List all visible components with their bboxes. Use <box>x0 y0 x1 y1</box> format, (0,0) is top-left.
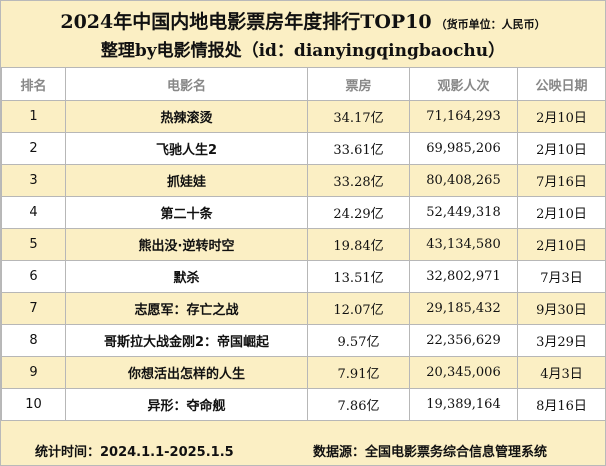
movie-title-cell: 志愿军：存亡之战 <box>65 292 308 325</box>
admissions-cell: 19,389,164 <box>409 388 518 421</box>
release-date-cell: 7月3日 <box>517 260 606 293</box>
table-row: 7 志愿军：存亡之战 12.07亿 29,185,432 9月30日 <box>1 292 606 325</box>
box-office-cell: 34.17亿 <box>307 100 410 133</box>
page-subtitle: 整理by电影情报处（id：dianyingqingbaochu） <box>100 41 506 61</box>
box-office-table: 排名 电影名 票房 观影人次 公映日期 1 热辣滚烫 34.17亿 71,164… <box>1 67 606 421</box>
movie-title-cell: 抓娃娃 <box>65 164 308 197</box>
rank-cell: 5 <box>1 228 66 261</box>
release-date-cell: 3月29日 <box>517 324 606 357</box>
release-date-cell: 7月16日 <box>517 164 606 197</box>
box-office-cell: 12.07亿 <box>307 292 410 325</box>
rank-cell: 2 <box>1 132 66 165</box>
currency-unit-note: （货币单位：人民币） <box>435 18 546 31</box>
movie-title-cell: 第二十条 <box>65 196 308 229</box>
title-line: 2024年中国内地电影票房年度排行TOP10 （货币单位：人民币） <box>1 7 605 33</box>
movie-title-cell: 熊出没·逆转时空 <box>65 228 308 261</box>
admissions-cell: 71,164,293 <box>409 100 518 133</box>
rank-cell: 7 <box>1 292 66 325</box>
release-date-cell: 2月10日 <box>517 132 606 165</box>
movie-title-cell: 你想活出怎样的人生 <box>65 356 308 389</box>
table-row: 4 第二十条 24.29亿 52,449,318 2月10日 <box>1 196 606 229</box>
table-header-row: 排名 电影名 票房 观影人次 公映日期 <box>1 67 606 101</box>
column-header-rank: 排名 <box>1 67 66 101</box>
rank-cell: 3 <box>1 164 66 197</box>
admissions-cell: 22,356,629 <box>409 324 518 357</box>
admissions-cell: 32,802,971 <box>409 260 518 293</box>
table-row: 3 抓娃娃 33.28亿 80,408,265 7月16日 <box>1 164 606 197</box>
box-office-cell: 33.28亿 <box>307 164 410 197</box>
column-header-admissions: 观影人次 <box>409 67 518 101</box>
movie-title-cell: 飞驰人生2 <box>65 132 308 165</box>
column-header-box-office: 票房 <box>307 67 410 101</box>
box-office-cell: 33.61亿 <box>307 132 410 165</box>
box-office-cell: 24.29亿 <box>307 196 410 229</box>
release-date-cell: 2月10日 <box>517 100 606 133</box>
admissions-cell: 69,985,206 <box>409 132 518 165</box>
movie-title-cell: 哥斯拉大战金刚2：帝国崛起 <box>65 324 308 357</box>
admissions-cell: 43,134,580 <box>409 228 518 261</box>
release-date-cell: 2月10日 <box>517 228 606 261</box>
table-row: 2 飞驰人生2 33.61亿 69,985,206 2月10日 <box>1 132 606 165</box>
admissions-cell: 52,449,318 <box>409 196 518 229</box>
table-row: 5 熊出没·逆转时空 19.84亿 43,134,580 2月10日 <box>1 228 606 261</box>
admissions-cell: 20,345,006 <box>409 356 518 389</box>
sheet-footer: 统计时间：2024.1.1-2025.1.5 数据源：全国电影票务综合信息管理系… <box>1 433 605 465</box>
release-date-cell: 4月3日 <box>517 356 606 389</box>
box-office-cell: 9.57亿 <box>307 324 410 357</box>
page-title: 2024年中国内地电影票房年度排行TOP10 <box>60 11 432 33</box>
sheet-header: 2024年中国内地电影票房年度排行TOP10 （货币单位：人民币） 整理by电影情… <box>1 1 605 67</box>
rank-cell: 4 <box>1 196 66 229</box>
movie-title-cell: 异形：夺命舰 <box>65 388 308 421</box>
rank-cell: 10 <box>1 388 66 421</box>
statistics-period: 统计时间：2024.1.1-2025.1.5 <box>35 445 234 460</box>
box-office-cell: 7.86亿 <box>307 388 410 421</box>
column-header-title: 电影名 <box>65 67 308 101</box>
rank-cell: 9 <box>1 356 66 389</box>
table-row: 9 你想活出怎样的人生 7.91亿 20,345,006 4月3日 <box>1 356 606 389</box>
rank-cell: 6 <box>1 260 66 293</box>
admissions-cell: 80,408,265 <box>409 164 518 197</box>
box-office-cell: 13.51亿 <box>307 260 410 293</box>
release-date-cell: 2月10日 <box>517 196 606 229</box>
box-office-cell: 7.91亿 <box>307 356 410 389</box>
movie-title-cell: 默杀 <box>65 260 308 293</box>
data-source: 数据源：全国电影票务综合信息管理系统 <box>313 445 548 460</box>
rank-cell: 8 <box>1 324 66 357</box>
movie-title-cell: 热辣滚烫 <box>65 100 308 133</box>
table-row: 10 异形：夺命舰 7.86亿 19,389,164 8月16日 <box>1 388 606 421</box>
admissions-cell: 29,185,432 <box>409 292 518 325</box>
table-row: 6 默杀 13.51亿 32,802,971 7月3日 <box>1 260 606 293</box>
table-row: 1 热辣滚烫 34.17亿 71,164,293 2月10日 <box>1 100 606 133</box>
rank-cell: 1 <box>1 100 66 133</box>
box-office-cell: 19.84亿 <box>307 228 410 261</box>
release-date-cell: 8月16日 <box>517 388 606 421</box>
release-date-cell: 9月30日 <box>517 292 606 325</box>
column-header-release-date: 公映日期 <box>517 67 606 101</box>
table-row: 8 哥斯拉大战金刚2：帝国崛起 9.57亿 22,356,629 3月29日 <box>1 324 606 357</box>
